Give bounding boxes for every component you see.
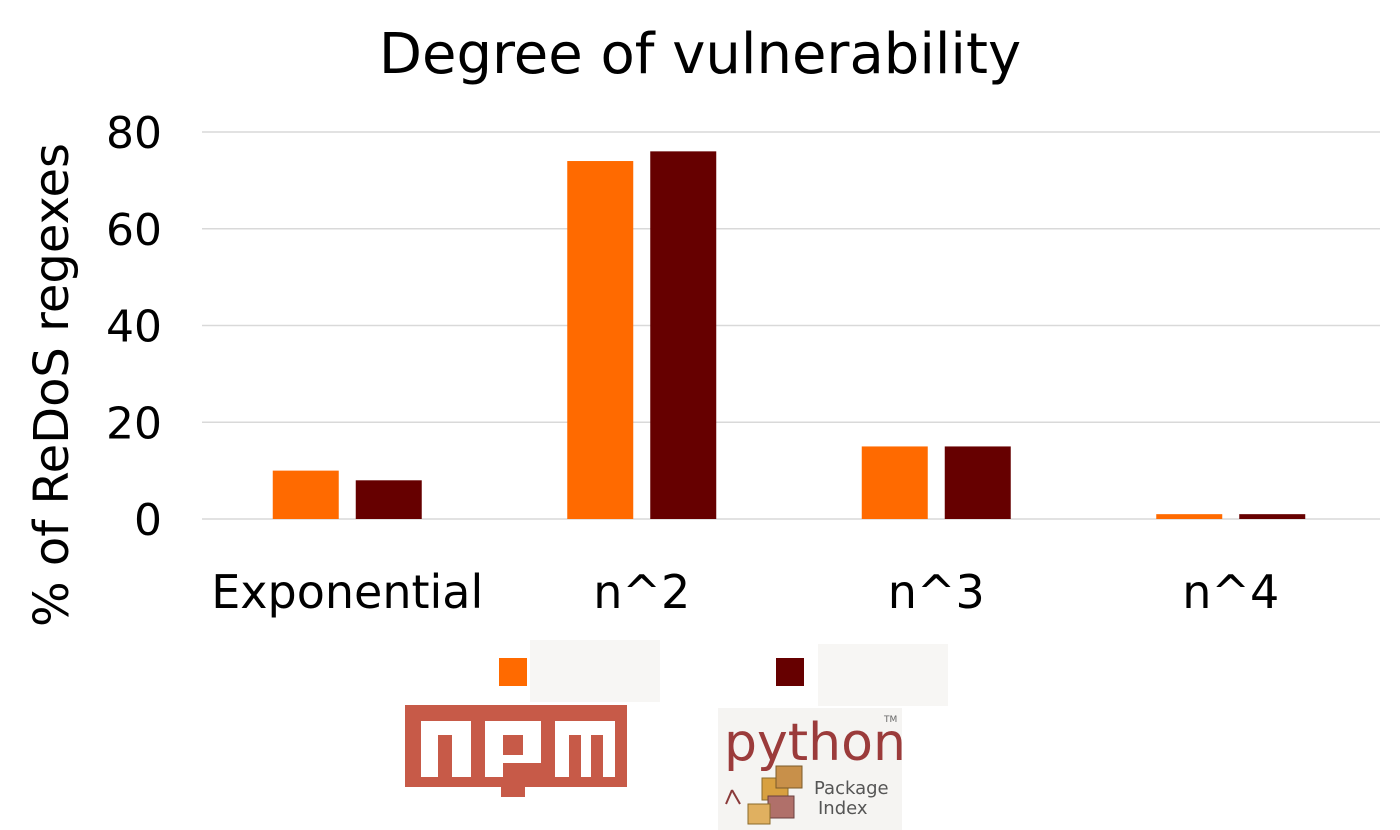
- bar-pypi: [1239, 514, 1306, 519]
- pypi-logo-index: Index: [818, 798, 868, 819]
- pypi-logo-tm: TM: [883, 715, 897, 725]
- pypi-logo-text: python: [724, 713, 902, 773]
- package-boxes-icon: [725, 765, 803, 825]
- pypi-logo-package: Package: [814, 778, 889, 799]
- x-tick-label: n^4: [1182, 565, 1279, 619]
- bar-pypi: [650, 151, 717, 519]
- y-tick-label: 20: [106, 398, 162, 449]
- npm-logo: npm: [405, 705, 627, 797]
- legend-label-box-npm: [530, 640, 660, 702]
- y-tick-label: 0: [134, 495, 162, 546]
- bar-pypi: [944, 446, 1011, 519]
- bar-npm: [567, 161, 634, 519]
- legend-swatch-pypi: [776, 658, 804, 686]
- y-tick-label: 80: [106, 108, 162, 159]
- legend-swatch-npm: [499, 658, 527, 686]
- x-tick-label: Exponential: [211, 565, 483, 619]
- legend-label-box-pypi: [818, 644, 948, 706]
- y-tick-label: 60: [106, 205, 162, 256]
- bar-npm: [861, 446, 928, 519]
- bar-npm: [1156, 514, 1223, 519]
- bar-pypi: [355, 480, 422, 519]
- pypi-logo: python TM Package Index: [718, 708, 902, 830]
- x-tick-label: n^3: [888, 565, 985, 619]
- x-tick-label: n^2: [593, 565, 690, 619]
- bar-npm: [272, 470, 339, 519]
- y-tick-label: 40: [106, 302, 162, 353]
- chart-title: Degree of vulnerability: [378, 22, 1022, 87]
